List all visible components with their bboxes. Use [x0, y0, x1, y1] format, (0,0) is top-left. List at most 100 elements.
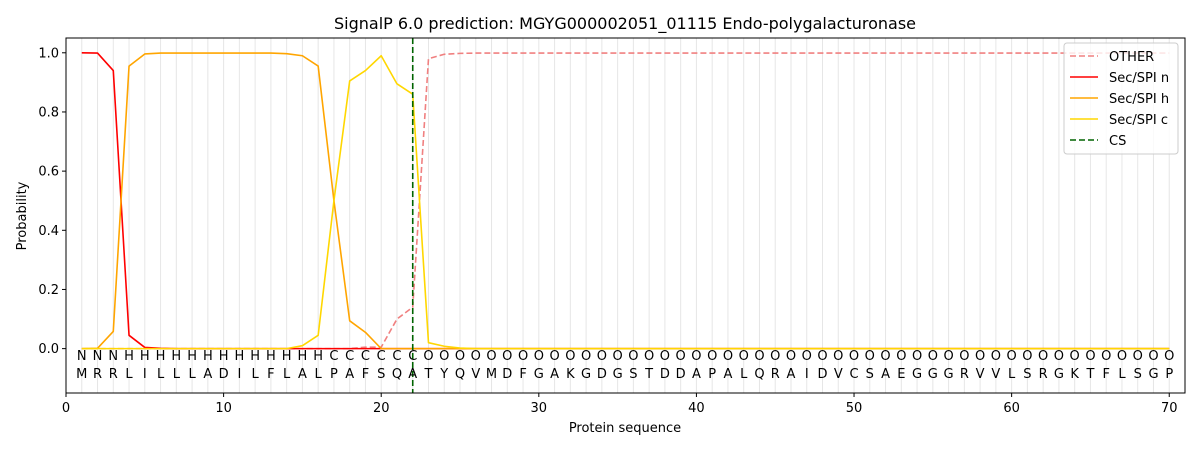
region-label: H: [156, 349, 166, 364]
region-label: H: [234, 349, 244, 364]
residue-letter: G: [1054, 367, 1064, 382]
region-label: H: [124, 349, 134, 364]
region-label: O: [991, 349, 1001, 364]
region-label: H: [313, 349, 323, 364]
residue-letter: S: [866, 367, 874, 382]
residue-letter: S: [377, 367, 385, 382]
x-tick-label: 30: [531, 401, 548, 416]
region-label: C: [392, 349, 401, 364]
region-label: O: [1148, 349, 1158, 364]
residue-letter: L: [188, 367, 196, 382]
region-label: O: [1133, 349, 1143, 364]
region-label: O: [912, 349, 922, 364]
residue-letter: D: [502, 367, 512, 382]
region-label: O: [1054, 349, 1064, 364]
residue-letter: R: [93, 367, 102, 382]
residue-letter: K: [566, 367, 575, 382]
region-label: O: [691, 349, 701, 364]
residue-letter: R: [1039, 367, 1048, 382]
residue-letter: I: [143, 367, 147, 382]
legend: OTHER Sec/SPI n Sec/SPI h Sec/SPI c CS: [1063, 42, 1179, 155]
region-label: H: [219, 349, 229, 364]
region-label: H: [187, 349, 197, 364]
residue-letter: G: [1148, 367, 1158, 382]
residue-letter: R: [960, 367, 969, 382]
x-tick-label: 0: [62, 401, 70, 416]
residue-letter: L: [1008, 367, 1016, 382]
residue-letter: D: [676, 367, 686, 382]
residue-letter: G: [581, 367, 591, 382]
region-label: O: [959, 349, 969, 364]
legend-label-cs: CS: [1109, 134, 1126, 149]
region-label: C: [361, 349, 370, 364]
x-axis-ticks: 0 10 20 30 40 50 60 70: [62, 393, 1178, 416]
residue-letter: M: [486, 367, 497, 382]
region-label: H: [282, 349, 292, 364]
residue-letter: G: [912, 367, 922, 382]
legend-box: [1063, 42, 1179, 155]
region-label: O: [628, 349, 638, 364]
y-tick-label: 0.4: [38, 224, 59, 239]
y-axis-label: Probability: [15, 181, 30, 250]
region-label: O: [865, 349, 875, 364]
residue-letter: D: [219, 367, 229, 382]
y-tick-label: 0.2: [38, 283, 59, 298]
region-label: O: [1007, 349, 1017, 364]
residue-letter: L: [283, 367, 291, 382]
series-line-sec-spi-c: [81, 54, 1170, 350]
series-lines: [81, 51, 1170, 350]
x-tick-label: 60: [1003, 401, 1020, 416]
region-label: C: [345, 349, 354, 364]
x-axis-label: Protein sequence: [569, 421, 681, 436]
residue-letter: P: [1165, 367, 1173, 382]
residue-letter: F: [267, 367, 274, 382]
x-tick-label: 70: [1161, 401, 1178, 416]
residue-letter: L: [315, 367, 323, 382]
region-label: N: [108, 349, 118, 364]
legend-label-other: OTHER: [1109, 50, 1154, 65]
region-label: O: [975, 349, 985, 364]
x-tick-label: 10: [215, 401, 232, 416]
region-label: H: [171, 349, 181, 364]
residue-letter: R: [109, 367, 118, 382]
x-tick-label: 40: [688, 401, 705, 416]
residue-letter: A: [550, 367, 559, 382]
residue-letter: S: [1023, 367, 1031, 382]
residue-letter: L: [173, 367, 181, 382]
residue-letter: Q: [754, 367, 764, 382]
residue-letter: V: [991, 367, 1000, 382]
residue-letter: G: [534, 367, 544, 382]
residue-letter: P: [330, 367, 338, 382]
region-label: O: [880, 349, 890, 364]
y-tick-label: 0.8: [38, 105, 59, 120]
y-tick-label: 0.6: [38, 165, 59, 180]
region-label: O: [502, 349, 512, 364]
residue-letter: K: [1070, 367, 1079, 382]
residue-letter: L: [740, 367, 748, 382]
region-label: O: [1070, 349, 1080, 364]
region-label: O: [439, 349, 449, 364]
region-label: H: [266, 349, 276, 364]
residue-letter: S: [1134, 367, 1142, 382]
residue-letter: F: [1102, 367, 1109, 382]
region-label: O: [833, 349, 843, 364]
region-label: O: [754, 349, 764, 364]
y-tick-label: 0.0: [38, 342, 59, 357]
y-axis-ticks: 0.0 0.2 0.4 0.6 0.8 1.0: [38, 46, 66, 357]
residue-letter: V: [834, 367, 843, 382]
residue-letter: A: [408, 367, 417, 382]
residue-letter: A: [203, 367, 212, 382]
residue-letter: T: [1085, 367, 1094, 382]
region-label: H: [140, 349, 150, 364]
region-label: C: [377, 349, 386, 364]
region-label: O: [1038, 349, 1048, 364]
residue-letter: M: [76, 367, 87, 382]
region-label: O: [534, 349, 544, 364]
region-label: O: [660, 349, 670, 364]
region-label: O: [896, 349, 906, 364]
region-label: O: [786, 349, 796, 364]
region-label: O: [549, 349, 559, 364]
x-tick-label: 50: [846, 401, 863, 416]
